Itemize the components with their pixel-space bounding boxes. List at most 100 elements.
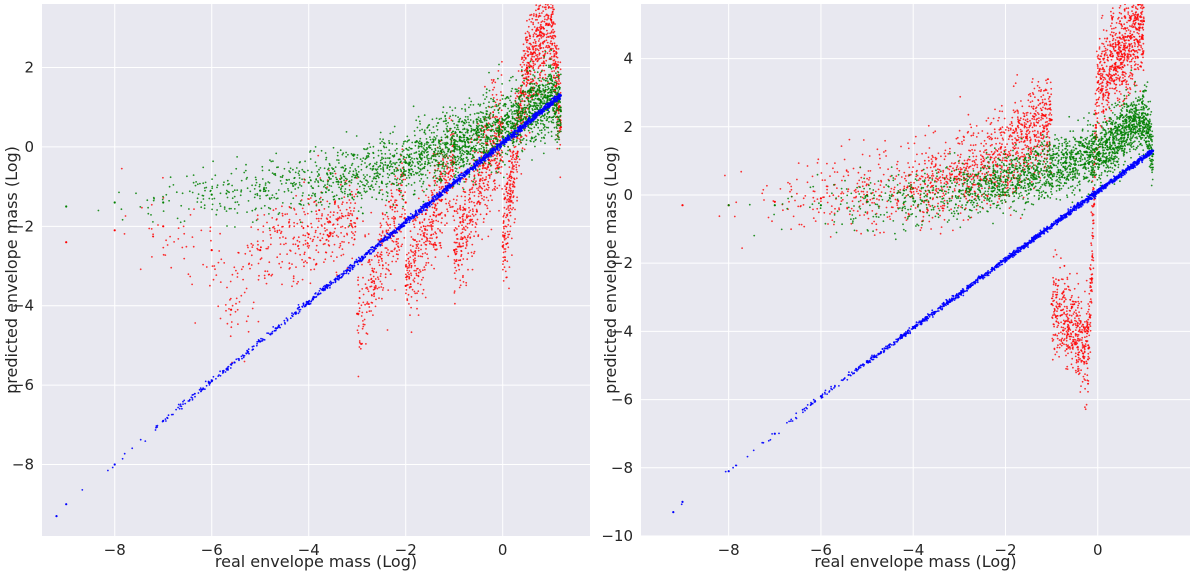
data-point [397, 238, 400, 240]
data-point [418, 240, 421, 243]
data-point [357, 325, 360, 327]
data-point [362, 174, 365, 176]
data-point [462, 128, 464, 131]
data-point [426, 169, 429, 172]
data-point [473, 204, 476, 207]
data-point [415, 171, 417, 174]
data-point [250, 242, 253, 245]
data-point [236, 156, 239, 158]
data-point [511, 162, 513, 165]
data-point [257, 243, 259, 246]
data-point [554, 104, 556, 107]
data-point [279, 232, 282, 235]
data-point [225, 192, 228, 195]
data-point [434, 137, 437, 140]
data-point [434, 248, 436, 251]
data-point [162, 176, 164, 179]
data-point [475, 208, 478, 211]
data-point [545, 36, 548, 39]
data-point [289, 267, 291, 269]
data-point [406, 298, 409, 300]
data-point [385, 229, 388, 232]
data-point [453, 210, 456, 213]
data-point [330, 255, 332, 258]
data-point [239, 194, 242, 197]
data-point [490, 159, 493, 162]
data-point [473, 138, 476, 141]
data-point [413, 277, 416, 280]
data-point [464, 131, 467, 134]
data-point [402, 198, 405, 201]
data-point [553, 8, 555, 11]
data-point [446, 192, 448, 195]
data-point [485, 135, 488, 138]
data-point [495, 103, 498, 106]
data-point [409, 314, 411, 316]
x-tick-label: −2 [395, 541, 417, 559]
data-point [454, 147, 456, 150]
data-point [448, 204, 451, 207]
data-point [480, 155, 483, 158]
data-point [539, 116, 542, 119]
data-point [309, 237, 312, 240]
data-point [494, 137, 497, 139]
data-point [493, 182, 496, 185]
data-point [512, 141, 515, 144]
data-point [373, 255, 376, 258]
data-point [483, 118, 485, 121]
data-point [470, 164, 473, 167]
data-point [419, 129, 421, 132]
data-point [481, 121, 484, 124]
data-point [416, 307, 418, 310]
data-point [438, 242, 441, 244]
data-point [445, 172, 448, 175]
data-point [328, 162, 331, 165]
data-point [281, 202, 284, 204]
data-point [545, 45, 548, 47]
data-point [531, 105, 534, 107]
data-point [272, 209, 275, 212]
data-point [409, 283, 412, 286]
data-point [200, 229, 203, 232]
data-point [382, 218, 385, 220]
data-point [412, 279, 415, 281]
data-point [526, 30, 529, 33]
data-point [314, 146, 317, 148]
data-point [341, 166, 344, 169]
data-point [123, 233, 126, 235]
data-point [250, 254, 253, 257]
data-point [340, 217, 343, 220]
data-point [372, 275, 375, 278]
data-point [525, 41, 528, 44]
data-point [139, 206, 142, 208]
data-point [408, 164, 410, 167]
data-point [385, 199, 388, 202]
data-point [530, 91, 533, 94]
data-point [309, 158, 312, 160]
data-point [439, 170, 441, 173]
data-point [504, 225, 507, 228]
data-point [373, 176, 375, 179]
data-point [458, 286, 461, 289]
data-point [376, 287, 379, 290]
data-point [362, 183, 364, 186]
data-point [412, 258, 415, 261]
data-point [544, 96, 547, 98]
data-point [492, 78, 495, 81]
data-point [360, 304, 363, 307]
data-point [249, 190, 252, 193]
data-point [529, 48, 531, 51]
data-point [269, 229, 271, 232]
data-point [318, 168, 320, 171]
data-point [417, 115, 420, 118]
data-point [205, 186, 208, 189]
data-point [435, 177, 438, 180]
data-point [487, 189, 489, 191]
data-point [531, 159, 533, 161]
data-point [508, 287, 510, 290]
data-point [345, 182, 348, 185]
data-point [309, 151, 311, 153]
data-point [329, 172, 332, 174]
data-point [421, 213, 424, 216]
data-point [308, 176, 311, 179]
